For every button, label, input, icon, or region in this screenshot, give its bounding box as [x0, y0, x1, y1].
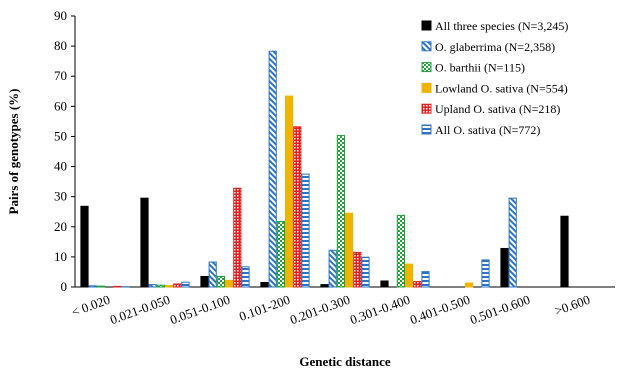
y-tick-label: 90 [54, 8, 67, 23]
bar-2 [328, 249, 337, 288]
bar-6 [421, 271, 430, 288]
legend-swatch [421, 41, 432, 52]
y-tick-label: 0 [61, 279, 68, 294]
x-tick-label: 0.401-0.500 [408, 292, 472, 328]
x-tick-label: 0.301-0.400 [348, 292, 412, 328]
x-tick-label: 0.021-0.050 [108, 292, 172, 328]
bar-6 [481, 259, 490, 288]
legend-swatch [421, 62, 432, 73]
y-tick-label: 50 [54, 128, 67, 143]
bar-4 [345, 212, 354, 288]
bar-3 [396, 214, 405, 288]
bar-2 [208, 261, 217, 288]
y-tick-label: 60 [54, 98, 67, 113]
y-tick-label: 30 [54, 189, 67, 204]
bar-4 [465, 282, 474, 288]
bar-5 [173, 283, 182, 288]
x-tick-label: 0.051-0.100 [168, 292, 232, 328]
bars [80, 50, 569, 288]
bar-6 [301, 173, 310, 288]
y-tick-label: 20 [54, 219, 67, 234]
bar-5 [413, 281, 422, 288]
legend-label: O. glaberrima (N=2,358) [435, 40, 555, 54]
bar-3 [156, 284, 166, 288]
bar-1 [500, 247, 509, 288]
x-tick-label: 0.201-0.300 [288, 292, 352, 328]
bar-4 [225, 279, 234, 288]
bar-2 [88, 285, 97, 288]
legend-label: All O. sativa (N=772) [435, 123, 540, 137]
bar-3 [276, 220, 285, 288]
bar-5 [233, 187, 242, 288]
legend-swatch [421, 20, 432, 31]
bar-1 [140, 197, 149, 288]
legend-swatch [421, 103, 432, 114]
y-tick-label: 80 [54, 38, 67, 53]
y-tick-label: 40 [54, 159, 67, 174]
legend-swatch [421, 124, 432, 135]
bar-4 [165, 284, 174, 288]
y-tick-label: 10 [54, 249, 67, 264]
x-tick-label: 0.101-200 [237, 292, 292, 324]
legend: All three species (N=3,245) O. glaberrima… [421, 19, 568, 137]
bar-6 [181, 281, 190, 288]
bar-5 [353, 251, 362, 288]
bar-1 [320, 284, 329, 288]
x-tick-label: 0.501-0.600 [468, 292, 532, 328]
bar-1 [80, 205, 89, 288]
bar-2 [508, 197, 517, 288]
bar-6 [361, 256, 370, 288]
legend-label: Upland O. sativa (N=218) [435, 102, 560, 116]
bar-3 [96, 285, 106, 288]
legend-label: All three species (N=3,245) [435, 19, 568, 33]
bar-2 [148, 284, 157, 288]
y-axis-title: Pairs of genotypes (%) [6, 88, 21, 214]
y-tick-label: 70 [54, 68, 67, 83]
bar-1 [260, 281, 269, 288]
bar-1 [380, 280, 389, 288]
bar-5 [113, 285, 122, 288]
x-tick-label: < 0.020 [69, 292, 112, 320]
bar-1 [560, 215, 569, 288]
x-axis-title: Genetic distance [299, 354, 391, 369]
bar-4 [285, 95, 294, 288]
legend-label: Lowland O. sativa (N=554) [435, 81, 568, 95]
legend-label: O. barthii (N=115) [435, 61, 525, 75]
bar-3 [336, 135, 345, 288]
bar-4 [405, 263, 414, 288]
legend-swatch [421, 82, 432, 93]
bar-3 [216, 275, 226, 288]
bar-6 [241, 266, 250, 288]
x-tick-label: >0.600 [553, 292, 593, 319]
bar-2 [268, 50, 277, 288]
bar-1 [200, 275, 209, 288]
bar-5 [293, 126, 302, 288]
